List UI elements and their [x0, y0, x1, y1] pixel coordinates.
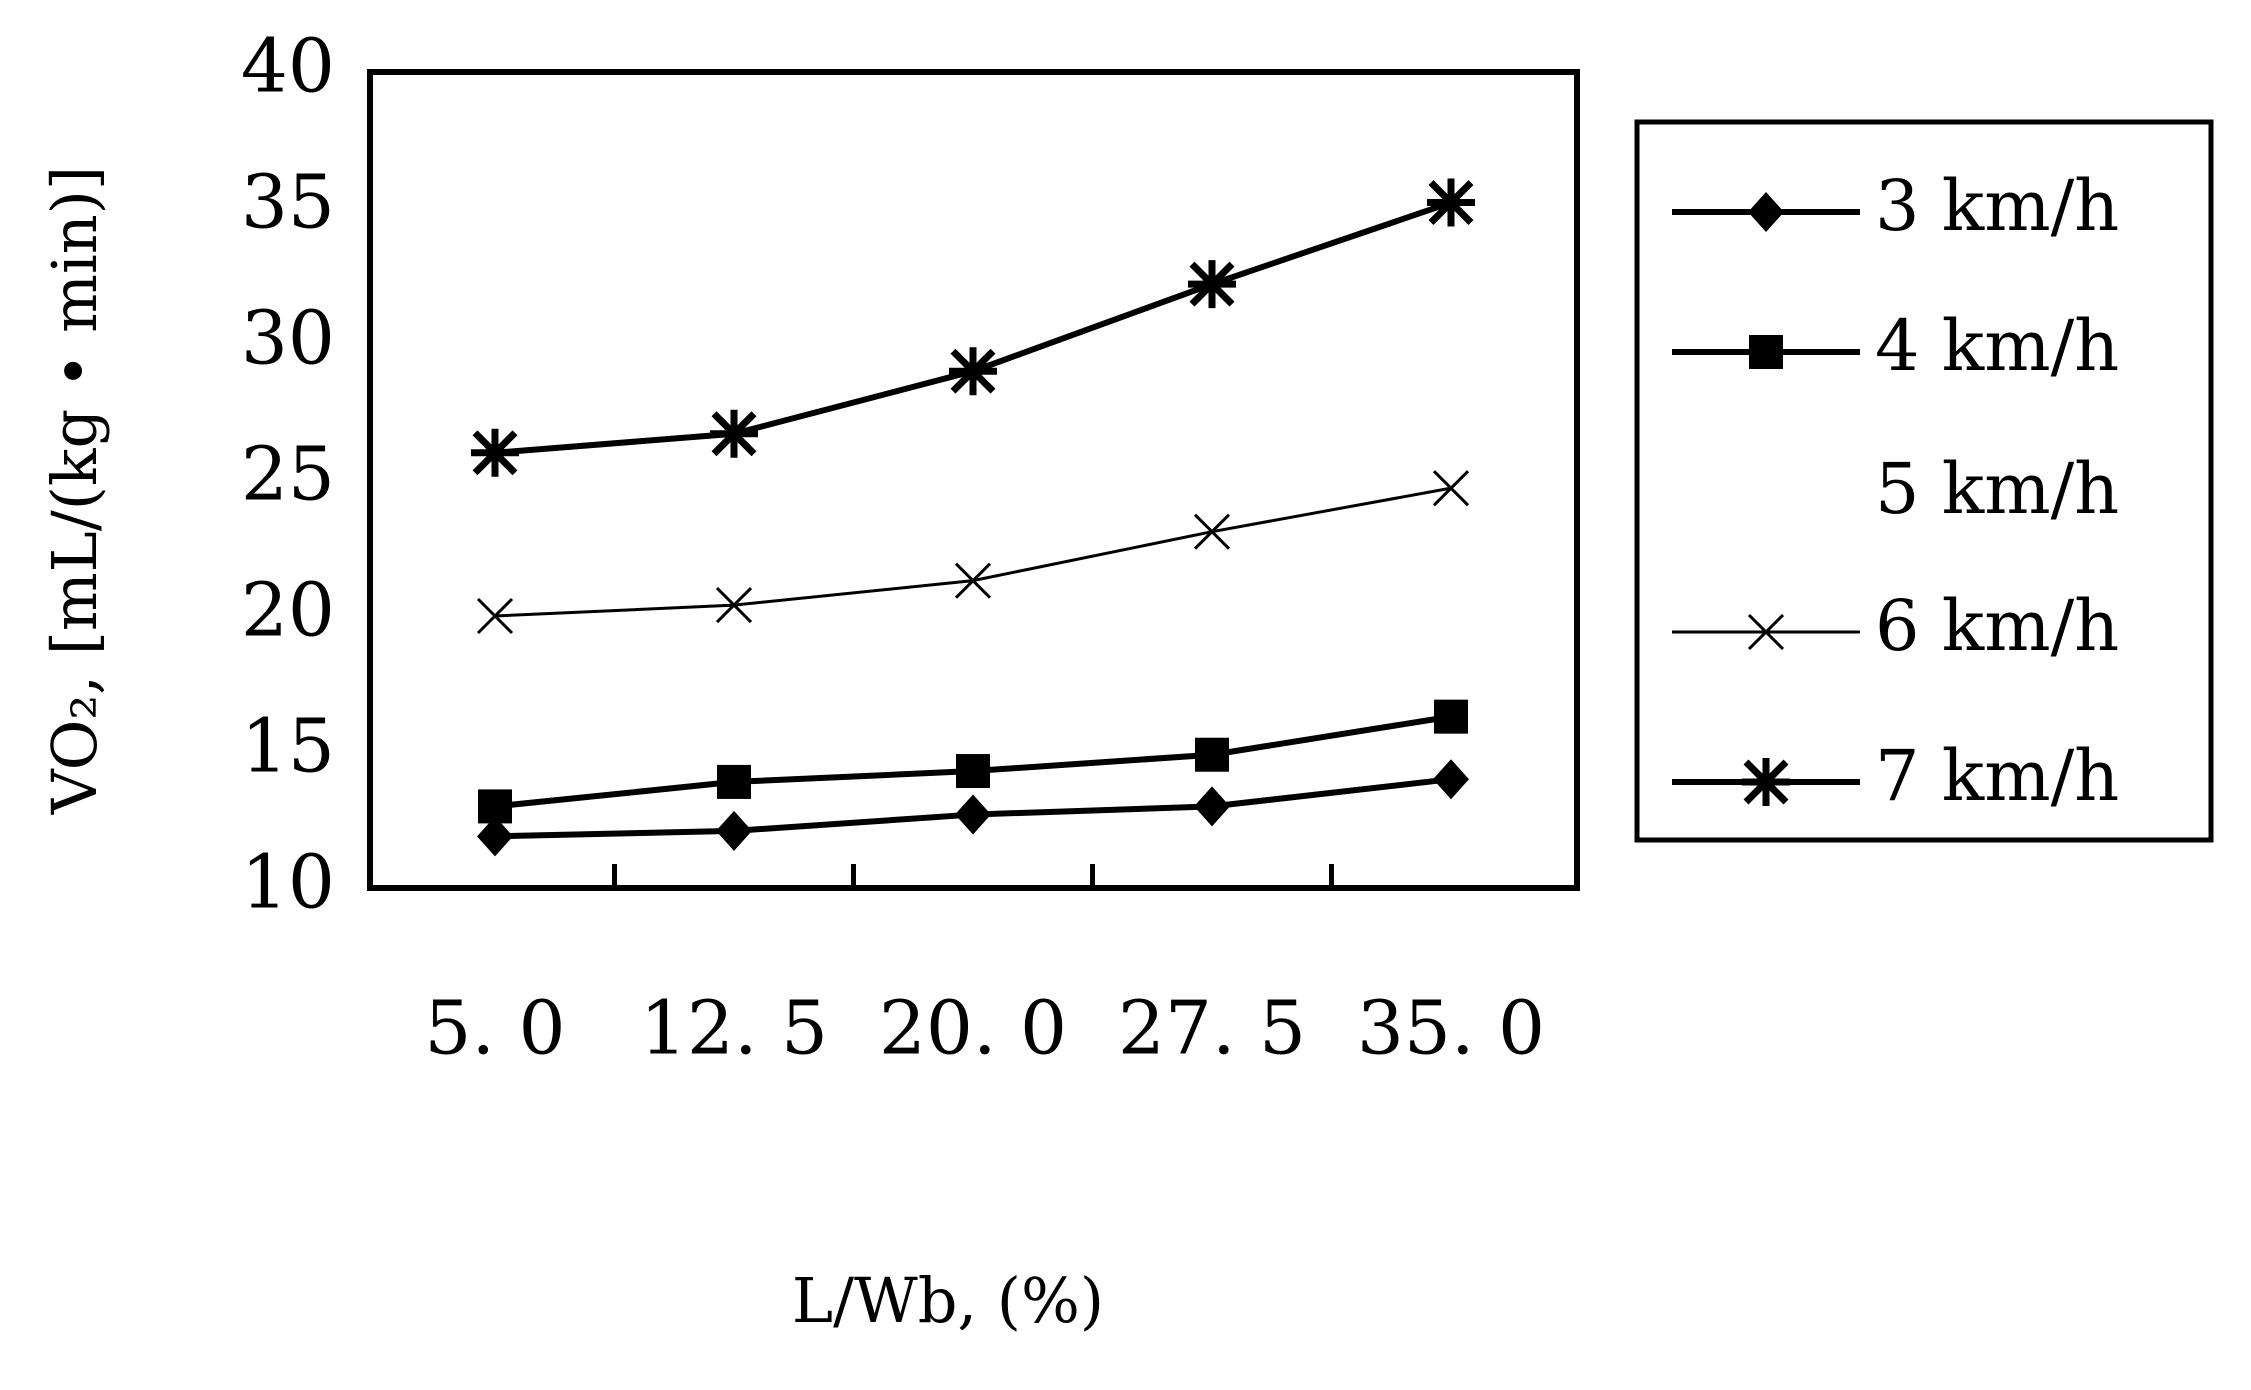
marker	[1194, 786, 1230, 827]
legend-marker	[1748, 192, 1784, 232]
series-line	[494, 486, 1452, 618]
y-axis-title: VO₂, [mL/(kg • min)]	[38, 166, 111, 815]
legend-box	[1634, 119, 2214, 843]
y-tick-label: 10	[241, 839, 335, 925]
marker	[715, 587, 753, 624]
marker	[1193, 513, 1231, 550]
y-tick-label: 40	[241, 23, 335, 109]
y-tick-label: 25	[241, 431, 335, 517]
legend-marker	[1742, 758, 1790, 806]
legend-label: 5 km/h	[1875, 448, 2119, 530]
x-tick-label: 12. 5	[640, 985, 828, 1071]
legend-label: 7 km/h	[1875, 735, 2119, 817]
legend-label: 4 km/h	[1875, 305, 2119, 387]
x-tick-label: 5. 0	[424, 985, 565, 1071]
marker	[710, 409, 758, 458]
marker	[478, 789, 512, 824]
legend-label: 3 km/h	[1875, 165, 2119, 247]
x-tick-label: 27. 5	[1118, 985, 1306, 1071]
marker	[471, 428, 519, 477]
legend-label: 6 km/h	[1875, 585, 2119, 667]
marker	[954, 562, 992, 599]
marker	[955, 794, 991, 835]
legend-marker	[1747, 613, 1785, 651]
series-line	[494, 199, 1452, 456]
marker	[1427, 178, 1475, 227]
marker	[476, 597, 514, 635]
marker	[949, 347, 997, 396]
marker	[477, 816, 513, 857]
marker	[1433, 759, 1469, 800]
marker	[717, 764, 751, 799]
x-axis-title: L/Wb, (%)	[792, 1264, 1104, 1337]
marker	[956, 754, 990, 789]
legend-marker	[1749, 335, 1783, 369]
y-tick-label: 20	[241, 567, 335, 653]
marker	[1195, 737, 1229, 772]
marker	[1188, 260, 1236, 309]
y-tick-label: 35	[241, 159, 335, 245]
x-tick-label: 20. 0	[879, 985, 1067, 1071]
marker	[1434, 699, 1468, 734]
y-tick-label: 30	[241, 295, 335, 381]
marker	[716, 810, 752, 851]
marker	[1432, 470, 1470, 507]
x-tick-label: 35. 0	[1357, 985, 1545, 1071]
y-tick-label: 15	[241, 703, 335, 789]
